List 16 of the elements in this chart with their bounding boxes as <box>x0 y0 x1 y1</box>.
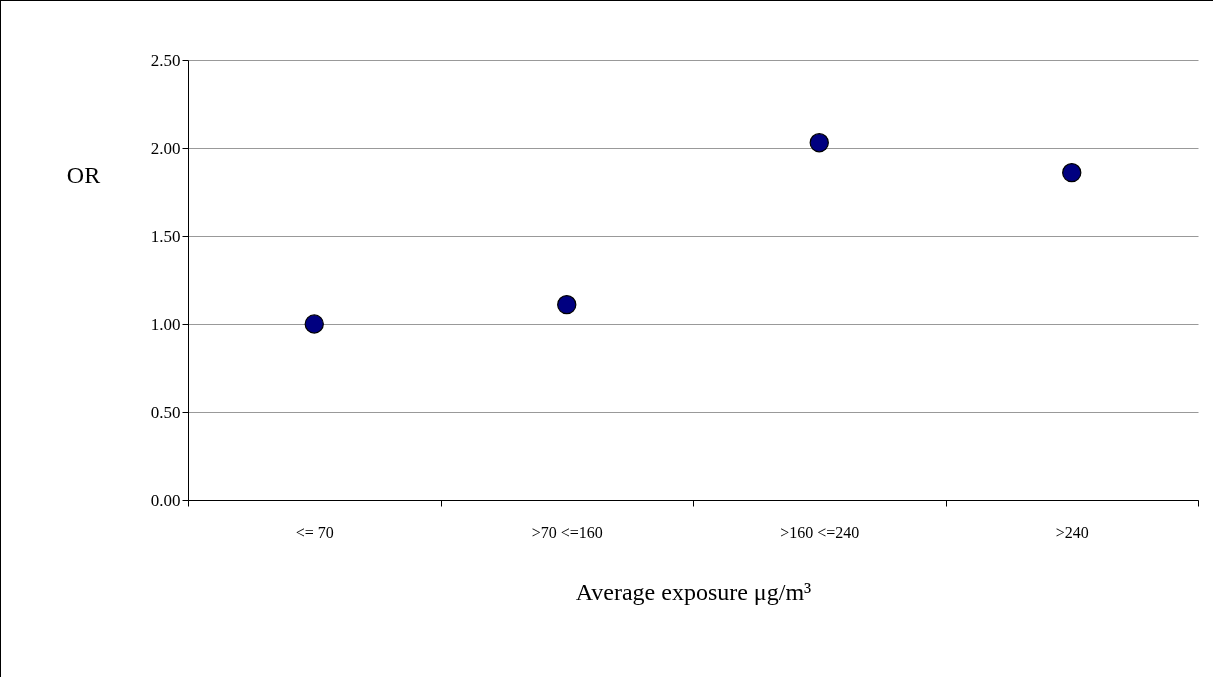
point <box>1062 162 1082 183</box>
point <box>557 294 577 315</box>
y-tick-label: 2.00 <box>150 138 181 158</box>
y-tick-label: 1.00 <box>150 314 181 334</box>
x-tick-label: >160 <=240 <box>780 523 860 541</box>
point <box>304 314 324 334</box>
y-tick-label: 0.50 <box>150 402 181 422</box>
x-tick-label: >70 <=160 <box>531 523 603 541</box>
y-tick-label: 2.50 <box>150 50 181 70</box>
x-tick-label: >240 <box>1055 523 1089 541</box>
y-tick-label: 1.50 <box>150 226 181 246</box>
point <box>809 133 829 153</box>
y-tick-label: 0.00 <box>150 490 181 510</box>
x-axis-title: Average exposure μg/m³ <box>575 578 812 605</box>
y-axis-title: OR <box>66 161 101 188</box>
x-tick-label: <= 70 <box>295 523 334 541</box>
